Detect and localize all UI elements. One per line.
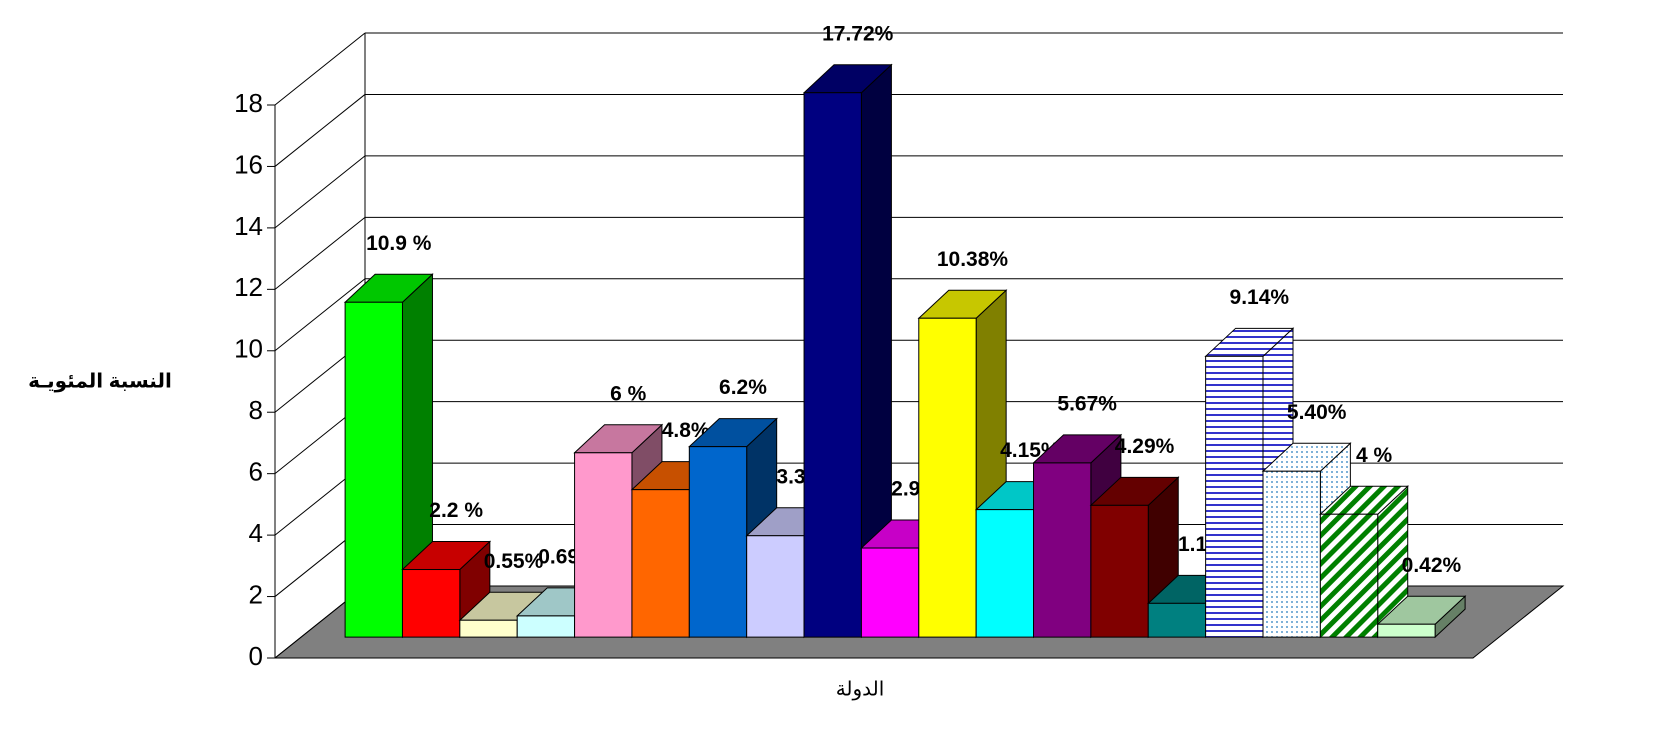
value-label: 9.14% xyxy=(1230,286,1290,309)
grid-line xyxy=(274,32,366,106)
bar xyxy=(459,619,518,638)
grid-line xyxy=(274,155,366,229)
bar xyxy=(746,535,805,638)
bar xyxy=(688,446,748,638)
bar xyxy=(516,615,576,638)
grid-line xyxy=(274,216,366,290)
bar xyxy=(574,452,633,638)
bar xyxy=(918,317,977,638)
bar xyxy=(631,489,690,638)
bar xyxy=(1033,462,1092,638)
bar xyxy=(1319,513,1379,638)
y-tick-label: 2 xyxy=(249,579,263,609)
value-label: 10.38% xyxy=(937,248,1009,271)
x-axis-label: الدولة xyxy=(836,678,885,700)
grid-line xyxy=(274,278,366,352)
y-tick-label: 10 xyxy=(234,334,263,364)
y-tick-label: 12 xyxy=(234,272,263,302)
y-tick-label: 14 xyxy=(234,211,263,241)
y-tick-label: 8 xyxy=(249,395,263,425)
bar xyxy=(344,301,403,638)
value-label: 0.55% xyxy=(484,550,544,573)
value-label: 5.67% xyxy=(1057,392,1117,415)
value-label: 5.40% xyxy=(1287,401,1347,424)
value-label: 4 % xyxy=(1356,444,1393,467)
y-tick-label: 18 xyxy=(234,88,263,118)
bar xyxy=(975,509,1035,638)
value-label: 6.2% xyxy=(719,376,767,399)
bar xyxy=(860,547,920,638)
bar xyxy=(401,569,461,638)
value-label: 4.29% xyxy=(1115,435,1175,458)
bar xyxy=(1377,623,1436,638)
y-tick-label: 6 xyxy=(249,457,263,487)
bar xyxy=(1090,504,1149,638)
value-label: 6 % xyxy=(610,382,647,405)
y-tick-label: 4 xyxy=(249,518,263,548)
y-axis-label: النسبة المئويـة xyxy=(28,370,172,392)
bar xyxy=(1147,602,1207,638)
grid-line xyxy=(274,94,366,167)
y-tick-label: 0 xyxy=(249,641,263,671)
bar xyxy=(803,92,862,638)
value-label: 4.8% xyxy=(662,419,710,442)
value-label: 2.2 % xyxy=(429,499,483,522)
bar xyxy=(1205,355,1264,638)
value-label: 10.9 % xyxy=(366,232,432,255)
value-label: 17.72% xyxy=(822,22,894,45)
bar xyxy=(1262,470,1321,638)
y-tick-label: 16 xyxy=(234,149,263,179)
value-label: 0.42% xyxy=(1402,554,1462,577)
